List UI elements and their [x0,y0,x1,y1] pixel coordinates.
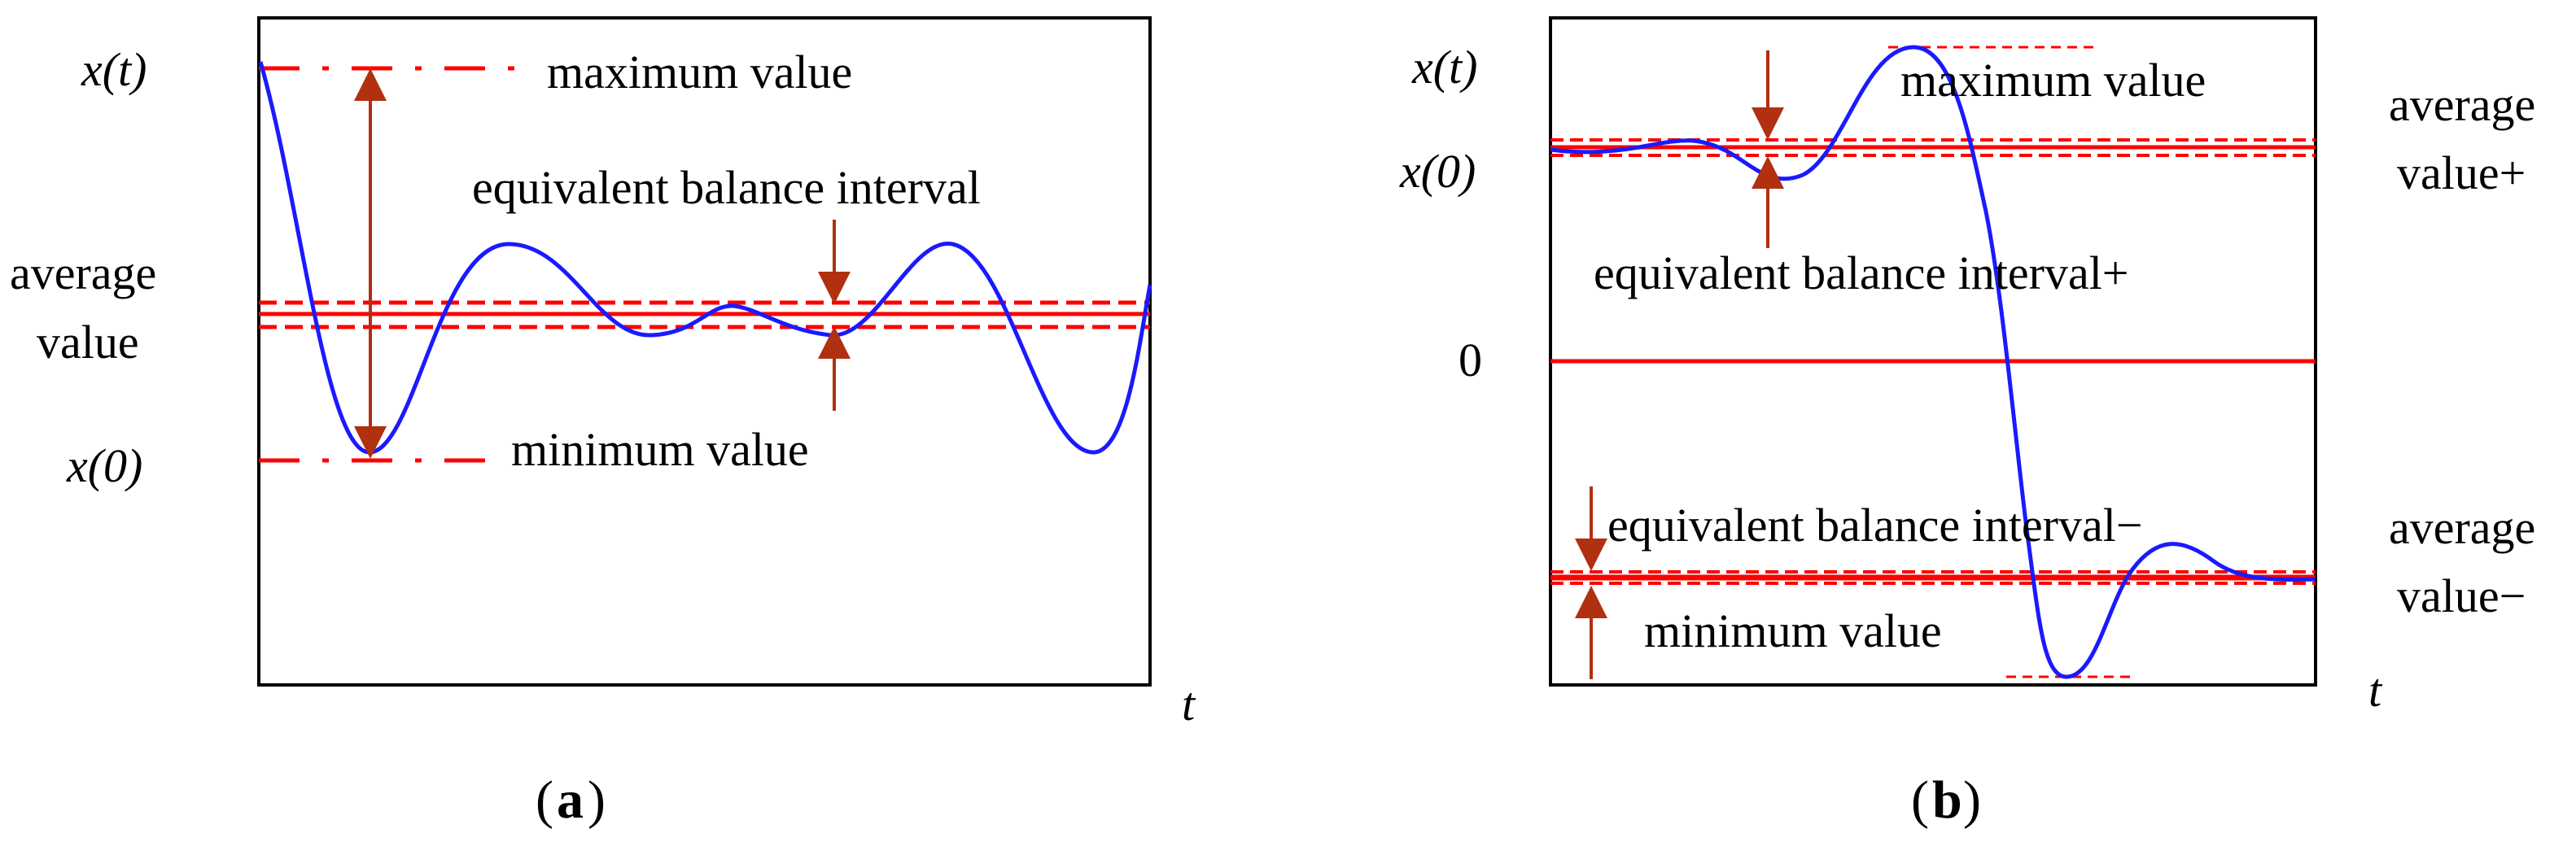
panel-b-caption: ( b ) [1911,770,1981,830]
svg-text:a: a [557,770,584,830]
panel-b-xlabel: t [2368,664,2383,717]
svg-text:(: ( [1911,770,1929,830]
panel-a-minimum-label: minimum value [511,423,809,476]
panel-b-balance-minus-label: equivalent balance interval− [1607,499,2143,552]
panel-a-ylabel-top: x(t) [81,43,147,96]
panel-a-maximum-label: maximum value [547,46,852,98]
panel-b-signal-curve [1550,45,2316,679]
panel-b-balance-plus-label: equivalent balance interval+ [1594,246,2129,299]
panel-b-ylabel-x0: x(0) [1399,145,1476,198]
panel-b-avg-minus-label-1: average [2389,501,2535,554]
panel-b-ylabel-top: x(t) [1411,41,1478,94]
panel-a-caption: ( a ) [536,770,606,830]
panel-b-ylabel-zero: 0 [1459,334,1482,386]
panel-b-frame [1549,16,2317,687]
panel-b-avg-plus-label-2: value+ [2397,146,2526,199]
panel-a-signal-curve [258,61,1152,455]
svg-text:(: ( [536,770,553,830]
svg-text:): ) [1963,770,1981,830]
panel-a-ylabel-avg-1: average [10,246,156,299]
panel-a-frame [257,16,1152,687]
panel-a-ylabel-avg-2: value [37,316,139,368]
panel-a: x(t) average value x(0) t maximum value … [10,16,1196,830]
svg-text:): ) [588,770,606,830]
panel-a-ylabel-x0: x(0) [66,439,142,492]
svg-text:b: b [1932,770,1962,830]
panel-a-xlabel: t [1182,678,1196,730]
panel-a-balance-label: equivalent balance interval [472,161,981,214]
panel-b-avg-plus-label-1: average [2389,78,2535,131]
panel-b-minimum-label: minimum value [1644,604,1942,657]
panel-b-maximum-label: maximum value [1900,54,2206,107]
panel-b-avg-minus-label-2: value− [2397,569,2526,622]
panel-b: x(t) x(0) 0 t average value+ average val… [1399,16,2535,830]
